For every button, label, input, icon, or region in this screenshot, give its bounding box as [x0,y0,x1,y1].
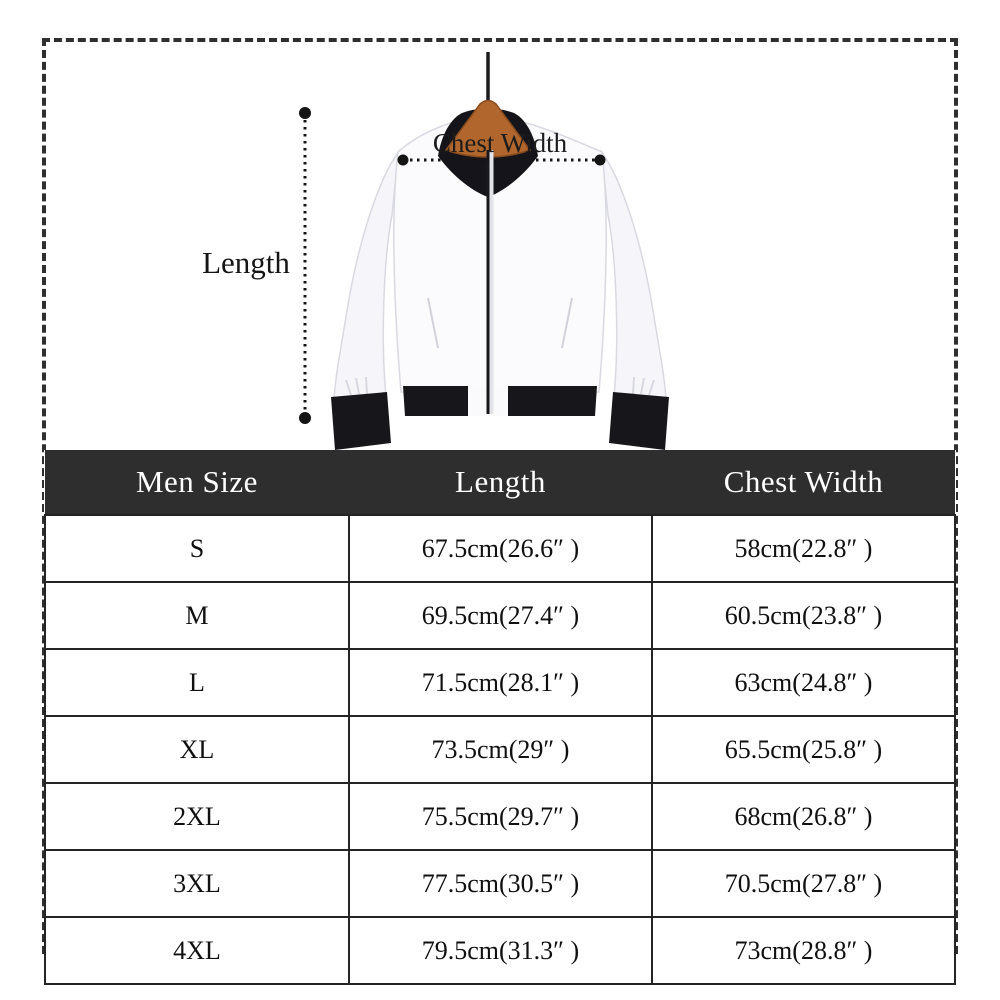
sleeve-gather-left [345,376,368,396]
header-length: Length [348,450,652,515]
table-row: XL 73.5cm(29″ ) 65.5cm(25.8″ ) [44,715,957,784]
chest-cell: 65.5cm(25.8″ ) [650,715,957,784]
table-row: 4XL 79.5cm(31.3″ ) 73cm(28.8″ ) [44,916,957,985]
length-cell: 73.5cm(29″ ) [347,715,653,784]
length-cell: 67.5cm(26.6″ ) [347,514,653,583]
jacket-measure-figure: Chest Width Length [0,0,1000,450]
size-table-header-row: Men Size Length Chest Width [45,450,955,515]
size-table: Men Size Length Chest Width S 67.5cm(26.… [44,450,957,985]
size-cell: S [44,514,350,583]
size-cell: 4XL [44,916,350,985]
chest-cell: 63cm(24.8″ ) [650,648,957,717]
header-men-size: Men Size [45,450,349,515]
jacket-cuff-right [609,392,669,450]
jacket-sleeve-left [333,149,401,401]
chest-cell: 58cm(22.8″ ) [650,514,957,583]
length-dot-top [299,107,311,119]
length-cell: 77.5cm(30.5″ ) [347,849,653,918]
chest-width-dot-left [397,154,409,166]
size-cell: L [44,648,350,717]
chest-cell: 68cm(26.8″ ) [650,782,957,851]
table-row: 2XL 75.5cm(29.7″ ) 68cm(26.8″ ) [44,782,957,851]
chest-width-dot-right [594,154,606,166]
table-row: L 71.5cm(28.1″ ) 63cm(24.8″ ) [44,648,957,717]
table-row: S 67.5cm(26.6″ ) 58cm(22.8″ ) [44,514,957,583]
size-cell: 3XL [44,849,350,918]
chest-cell: 60.5cm(23.8″ ) [650,581,957,650]
table-row: M 69.5cm(27.4″ ) 60.5cm(23.8″ ) [44,581,957,650]
size-cell: XL [44,715,350,784]
jacket-cuff-left [331,392,391,450]
length-dot-bottom [299,412,311,424]
jacket-sleeve-right [599,149,667,401]
length-cell: 75.5cm(29.7″ ) [347,782,653,851]
header-chest-width: Chest Width [651,450,955,515]
jacket-pocket-left [427,297,439,349]
size-cell: 2XL [44,782,350,851]
chest-cell: 73cm(28.8″ ) [650,916,957,985]
length-cell: 79.5cm(31.3″ ) [347,916,653,985]
chest-cell: 70.5cm(27.8″ ) [650,849,957,918]
sleeve-gather-right [632,376,655,396]
size-cell: M [44,581,350,650]
length-cell: 69.5cm(27.4″ ) [347,581,653,650]
length-cell: 71.5cm(28.1″ ) [347,648,653,717]
jacket-illustration: Chest Width Length [202,52,669,450]
hanger-wood-icon [444,99,532,158]
chest-width-label: Chest Width [433,128,568,158]
length-label: Length [202,245,290,280]
table-row: 3XL 77.5cm(30.5″ ) 70.5cm(27.8″ ) [44,849,957,918]
jacket-pocket-right [561,297,573,349]
